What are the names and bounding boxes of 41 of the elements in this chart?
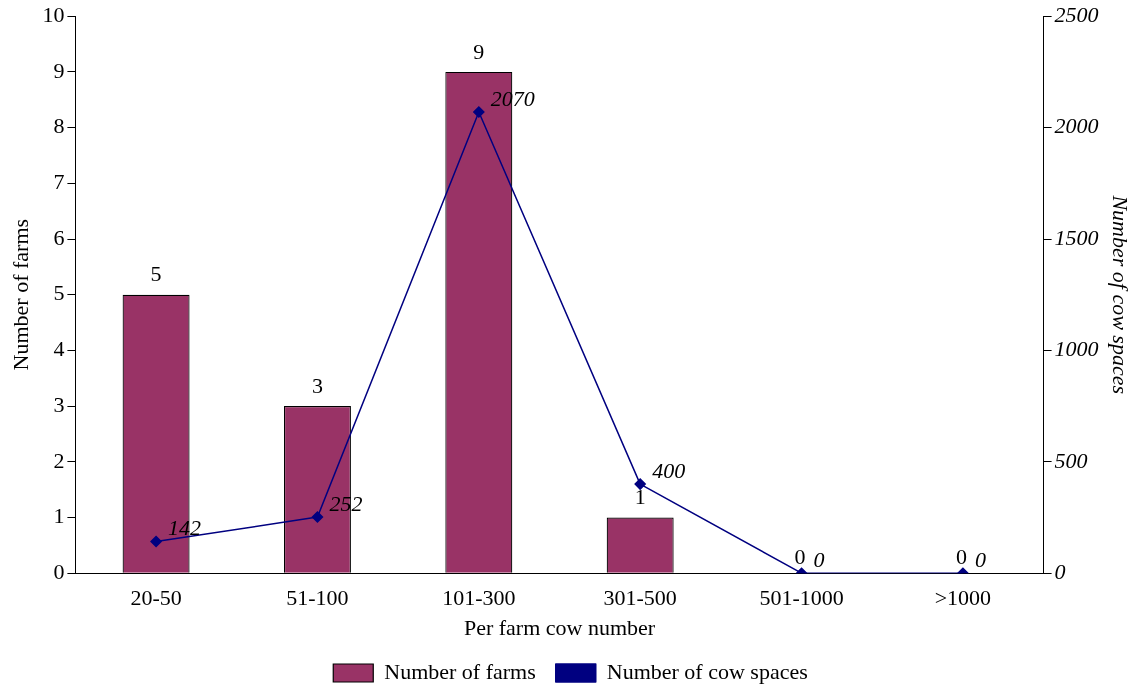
x-tick-label: 101-300: [442, 585, 516, 611]
data-label: 400: [652, 457, 686, 483]
x-tick-label: 501-1000: [759, 585, 844, 611]
y2-tick-label: 500: [1054, 447, 1088, 473]
data-label: 5: [150, 261, 162, 287]
y2-tick-label: 2000: [1054, 113, 1099, 139]
y2-tick-label: 2500: [1054, 1, 1099, 27]
data-label: 0: [974, 546, 986, 572]
legend-label: Number of farms: [384, 658, 536, 684]
y-axis-title: Number of farms: [7, 218, 33, 371]
y-tick-label: 0: [53, 558, 65, 584]
x-tick-label: 301-500: [603, 585, 677, 611]
y-tick-label: 8: [53, 113, 65, 139]
y-tick-label: 3: [53, 391, 65, 417]
y2-tick-label: 1500: [1054, 224, 1099, 250]
y-tick-label: 9: [53, 57, 65, 83]
x-tick-label: 20-50: [130, 585, 182, 611]
y-tick-label: 4: [53, 336, 65, 362]
point: [150, 535, 162, 548]
data-label: 0: [813, 546, 825, 572]
y-tick-label: 1: [53, 503, 65, 529]
x-tick-label: >1000: [934, 585, 992, 611]
y2-tick-label: 1000: [1054, 336, 1099, 362]
y2-tick-label: 0: [1054, 558, 1066, 584]
x-axis-title: Per farm cow number: [463, 614, 656, 640]
y-tick-label: 5: [53, 280, 65, 306]
y2-axis-title: Number of cow spaces: [1108, 194, 1134, 394]
data-label: 3: [311, 372, 323, 398]
point: [473, 106, 485, 118]
point: [634, 478, 646, 490]
y-tick-label: 6: [53, 224, 65, 250]
data-label: 0: [955, 543, 967, 569]
data-label: 9: [473, 38, 485, 64]
legend-label: Number of cow spaces: [606, 658, 808, 684]
y-tick-label: 7: [53, 169, 65, 195]
x-tick-label: 51-100: [286, 585, 349, 611]
point: [311, 511, 324, 523]
data-label: 1: [634, 484, 646, 510]
data-label: 0: [794, 543, 806, 569]
y-tick-label: 2: [53, 447, 65, 473]
y-tick-label: 10: [42, 1, 65, 27]
